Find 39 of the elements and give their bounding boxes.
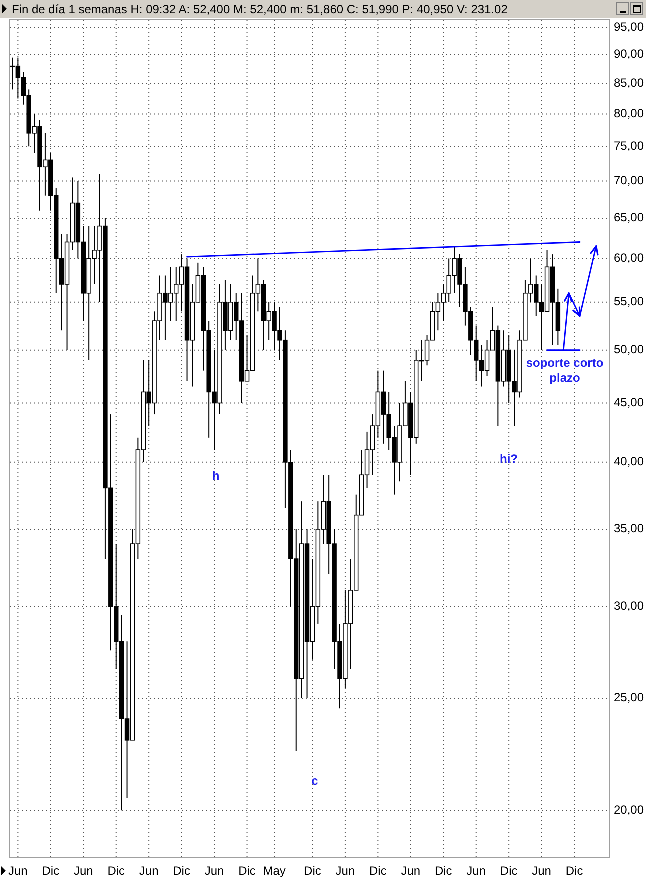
- x-tick-label: Jun: [401, 864, 421, 878]
- y-tick-label: 55,00: [614, 294, 644, 309]
- x-tick-label: Dic: [500, 864, 518, 878]
- x-tick-label: Dic: [238, 864, 256, 878]
- y-tick-label: 40,00: [614, 454, 644, 469]
- x-tick-label: Jun: [466, 864, 486, 878]
- y-tick-label: 70,00: [614, 173, 644, 188]
- x-tick-label: Jun: [336, 864, 356, 878]
- x-tick-label: Dic: [42, 864, 60, 878]
- y-tick-label: 90,00: [614, 47, 644, 62]
- x-tick-label: Dic: [434, 864, 452, 878]
- y-tick-label: 35,00: [614, 522, 644, 536]
- chart-title: Fin de día 1 semanas H: 09:32 A: 52,400 M: 52,400 m: 51,860 C: 51,990 P: 40,950 V: 231.02: [12, 2, 508, 16]
- x-tick-label: Dic: [370, 864, 387, 878]
- annotation: h: [212, 469, 220, 484]
- y-tick-label: 25,00: [614, 690, 644, 705]
- annotation: c: [312, 774, 319, 788]
- annotation: soporte corto plazo: [526, 356, 604, 386]
- x-tick-label: Dic: [304, 864, 322, 878]
- x-tick-label: Jun: [8, 864, 28, 878]
- y-tick-label: 50,00: [614, 342, 644, 356]
- y-tick-label: 95,00: [614, 20, 644, 34]
- x-tick-label: Jun: [139, 864, 159, 878]
- x-tick-label: Jun: [74, 864, 94, 878]
- x-tick-label: May: [263, 864, 286, 878]
- y-tick-label: 85,00: [614, 76, 644, 90]
- y-tick-label: 30,00: [614, 599, 644, 614]
- x-tick-label: Dic: [173, 864, 190, 878]
- annotation: hi?: [500, 452, 518, 466]
- y-tick-label: 65,00: [614, 210, 644, 225]
- x-tick-label: Jun: [204, 864, 224, 878]
- y-tick-label: 20,00: [614, 802, 644, 817]
- y-tick-label: 80,00: [614, 106, 644, 120]
- y-tick-label: 60,00: [614, 250, 644, 265]
- y-tick-label: 75,00: [614, 138, 644, 153]
- x-tick-label: Dic: [108, 864, 126, 878]
- y-tick-label: 45,00: [614, 395, 644, 410]
- x-tick-label: Jun: [532, 864, 552, 878]
- x-tick-label: Dic: [566, 864, 584, 878]
